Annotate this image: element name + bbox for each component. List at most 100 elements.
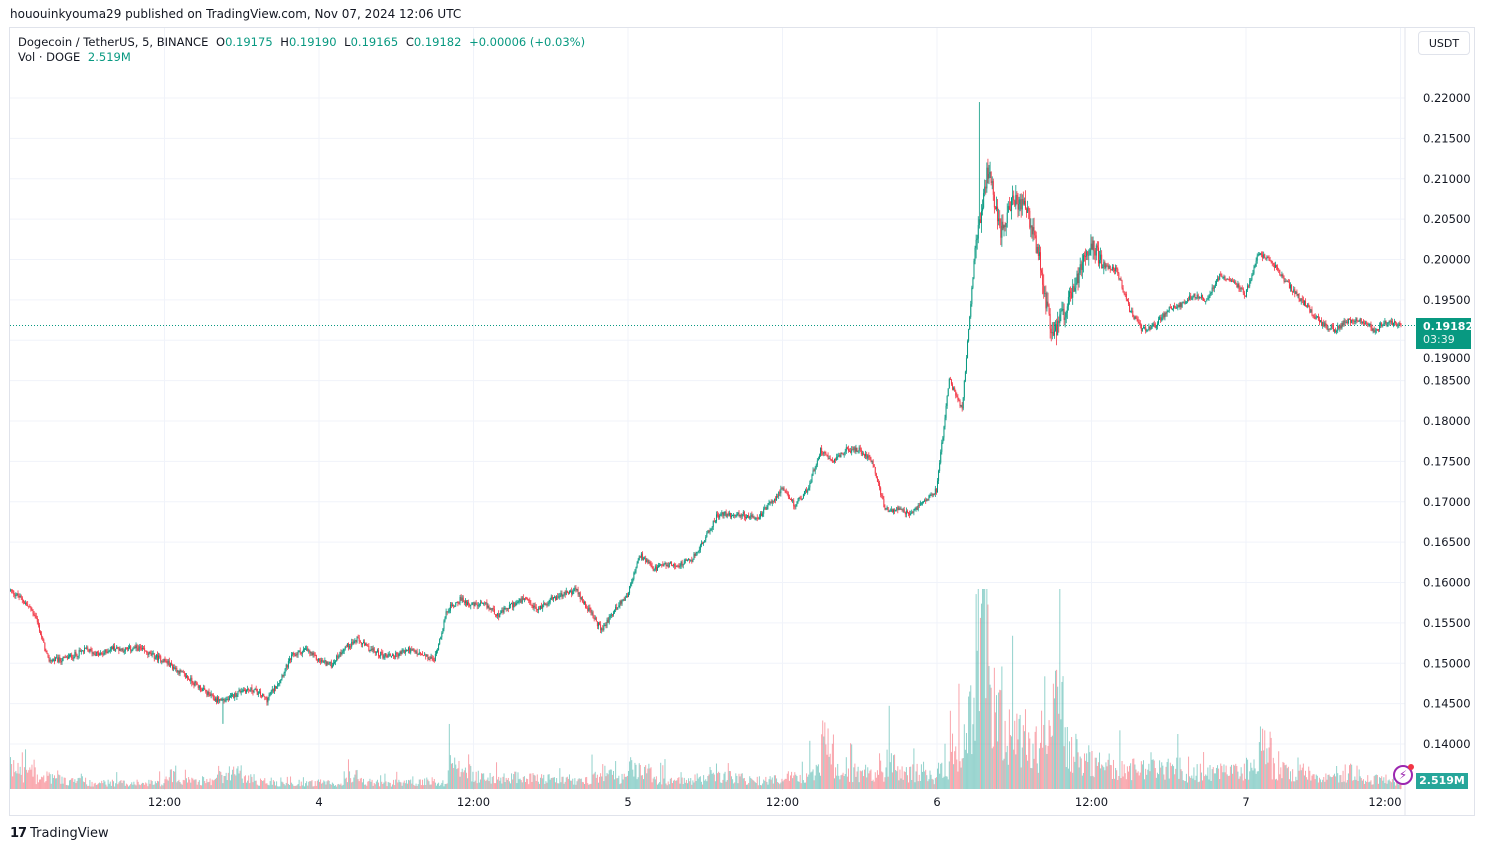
candle-body xyxy=(196,683,198,685)
candle-body xyxy=(687,559,689,561)
candle-body xyxy=(523,598,525,600)
brand-name: TradingView xyxy=(30,826,109,841)
volume-bar xyxy=(889,762,891,789)
candle-body xyxy=(693,554,695,560)
candle-body xyxy=(1002,221,1004,229)
volume-bar xyxy=(566,776,568,789)
candle-body xyxy=(550,596,552,600)
candle-body xyxy=(1035,235,1037,253)
volume-bar xyxy=(229,780,231,789)
candle-body xyxy=(247,689,249,691)
candle-body xyxy=(540,605,542,609)
candle-body xyxy=(198,685,200,689)
volume-bar xyxy=(168,777,170,789)
volume-bar xyxy=(824,722,826,789)
lightning-alert-icon[interactable]: ⚡ xyxy=(1393,764,1414,785)
candle-body xyxy=(1324,323,1326,327)
volume-bar xyxy=(1380,777,1382,789)
volume-bar xyxy=(738,773,740,789)
volume-bar xyxy=(195,779,197,789)
currency-button[interactable]: USDT xyxy=(1418,31,1470,55)
volume-bar xyxy=(577,779,579,789)
candle-body xyxy=(881,494,883,497)
volume-bar xyxy=(1325,773,1327,789)
volume-bar xyxy=(279,786,281,789)
candle-body xyxy=(528,599,530,601)
candle-body xyxy=(961,405,963,409)
volume-bar xyxy=(1018,718,1020,789)
volume-bar xyxy=(623,773,625,789)
candle-body xyxy=(706,533,708,538)
volume-bar xyxy=(19,766,21,789)
volume-bar xyxy=(617,778,619,789)
volume-bar xyxy=(332,783,334,789)
volume-bar xyxy=(1371,784,1373,789)
volume-bar xyxy=(628,771,629,789)
candle-body xyxy=(949,378,951,380)
volume-bar xyxy=(37,782,39,789)
candle-body xyxy=(221,699,223,701)
volume-bar xyxy=(454,757,456,789)
candle-body xyxy=(336,655,338,662)
candle-body xyxy=(216,698,217,703)
candle-body xyxy=(821,447,823,454)
candle-body xyxy=(63,657,65,659)
volume-bar xyxy=(917,781,919,789)
volume-bar xyxy=(1320,779,1322,789)
volume-bar xyxy=(779,784,781,789)
candle-body xyxy=(710,529,712,531)
candle-body xyxy=(929,495,931,497)
candle-body xyxy=(350,646,352,648)
candle-body xyxy=(536,609,538,611)
volume-bar xyxy=(1384,783,1386,789)
volume-bar xyxy=(599,776,601,789)
volume-bar xyxy=(593,773,595,789)
volume-label[interactable]: Vol · DOGE xyxy=(18,50,81,64)
footer[interactable]: 𝟭𝟳 TradingView xyxy=(10,826,109,841)
candle-body xyxy=(1396,323,1398,327)
candle-body xyxy=(1262,254,1264,258)
candle-body xyxy=(141,648,143,650)
volume-bar xyxy=(1351,764,1353,789)
volume-bar xyxy=(526,778,528,789)
candle-body xyxy=(173,667,175,669)
volume-bar xyxy=(902,779,904,789)
candle-body xyxy=(76,654,78,657)
candle-body xyxy=(874,467,876,474)
volume-bar xyxy=(985,698,987,789)
volume-bar xyxy=(1322,779,1324,789)
candle-body xyxy=(549,599,551,603)
volume-bar xyxy=(1155,777,1157,789)
volume-bar xyxy=(938,762,940,789)
volume-bar xyxy=(1392,777,1394,789)
candle-body xyxy=(1295,291,1297,295)
volume-bar xyxy=(291,782,293,789)
volume-bar xyxy=(1243,763,1245,789)
candle-body xyxy=(114,646,116,651)
candle-body xyxy=(457,601,459,604)
candle-body xyxy=(1081,262,1083,270)
candle-body xyxy=(890,509,892,511)
candle-body xyxy=(1204,300,1206,302)
candle-body xyxy=(638,556,640,561)
candle-body xyxy=(341,652,343,655)
candle-body xyxy=(152,653,154,655)
volume-bar xyxy=(920,764,922,789)
candle-body xyxy=(1030,225,1032,228)
candle-body xyxy=(873,464,875,468)
volume-bar xyxy=(971,754,973,789)
candle-body xyxy=(753,516,755,519)
candle-body xyxy=(564,592,566,595)
volume-bar xyxy=(71,778,73,789)
volume-bar xyxy=(959,761,961,789)
candle-body xyxy=(887,507,889,512)
volume-bar xyxy=(384,773,386,789)
candle-body xyxy=(398,653,400,657)
candle-body xyxy=(229,696,231,698)
candle-body xyxy=(574,587,576,589)
symbol-title[interactable]: Dogecoin / TetherUS, 5, BINANCE xyxy=(18,35,209,49)
candle-body xyxy=(955,391,957,396)
volume-bar xyxy=(1356,765,1358,789)
candle-body xyxy=(671,565,673,567)
